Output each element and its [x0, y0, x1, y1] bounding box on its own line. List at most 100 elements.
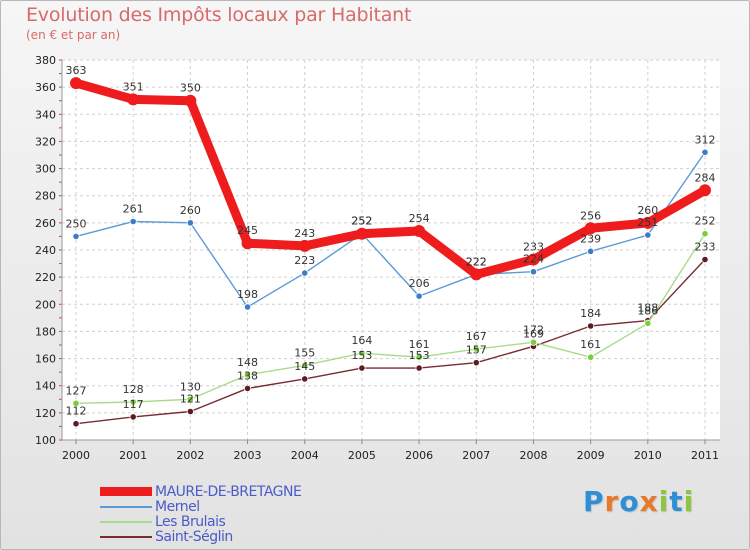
- data-point: [527, 253, 540, 266]
- data-label: 260: [180, 204, 201, 217]
- data-point: [699, 184, 711, 197]
- y-tick-label: 380: [35, 54, 56, 67]
- data-point: [701, 230, 709, 238]
- data-point: [529, 338, 538, 346]
- x-tick-label: 2007: [462, 449, 490, 462]
- data-label: 222: [466, 255, 487, 268]
- data-label: 284: [695, 171, 716, 184]
- data-label: 206: [409, 277, 430, 290]
- data-label: 224: [523, 253, 544, 266]
- y-tick-label: 320: [35, 135, 56, 148]
- legend-swatch-les-brulais: [100, 521, 152, 523]
- series-line-0: [71, 78, 710, 279]
- series-line-3: [75, 258, 706, 425]
- data-label: 363: [66, 64, 87, 77]
- y-tick-label: 160: [35, 353, 56, 366]
- data-point: [529, 268, 538, 276]
- data-point: [184, 94, 197, 107]
- x-tick-label: 2010: [634, 449, 662, 462]
- data-label: 172: [523, 323, 544, 336]
- data-label: 223: [294, 254, 315, 267]
- data-label: 260: [637, 204, 658, 217]
- data-point: [415, 292, 423, 300]
- data-label: 186: [637, 304, 658, 317]
- logo-letter: i: [683, 485, 695, 518]
- data-point: [70, 77, 82, 90]
- x-tick-label: 2011: [691, 449, 719, 462]
- data-point: [358, 349, 366, 357]
- data-point: [301, 269, 309, 277]
- data-label: 138: [237, 369, 258, 382]
- data-label: 251: [637, 216, 658, 229]
- data-label: 254: [409, 212, 430, 225]
- legend-swatch-saint-seglin: [100, 536, 152, 538]
- chart-title: Evolution des Impôts locaux par Habitant: [26, 4, 412, 26]
- y-tick-label: 140: [35, 380, 56, 393]
- data-label: 128: [123, 383, 144, 396]
- logo-letter: o: [619, 485, 640, 518]
- data-label: 239: [580, 232, 601, 245]
- data-label: 245: [237, 224, 258, 237]
- data-point: [129, 413, 137, 421]
- x-tick-label: 2006: [405, 449, 433, 462]
- x-tick-label: 2004: [291, 449, 319, 462]
- x-tick-label: 2003: [234, 449, 262, 462]
- data-point: [701, 255, 709, 264]
- data-label: 261: [123, 203, 144, 216]
- data-point: [186, 395, 194, 403]
- data-label: 153: [351, 349, 372, 362]
- data-point: [129, 398, 137, 406]
- data-label: 130: [180, 380, 201, 393]
- data-label: 117: [123, 398, 144, 411]
- data-point: [243, 303, 252, 311]
- logo-letter: x: [639, 485, 659, 518]
- data-label: 250: [66, 217, 87, 230]
- data-point: [472, 345, 480, 353]
- data-point: [470, 268, 483, 281]
- legend-label-mernel: Mernel: [155, 499, 200, 515]
- logo-letter: t: [669, 485, 684, 518]
- data-point: [472, 359, 480, 367]
- data-label: 243: [294, 227, 315, 240]
- y-tick-label: 240: [35, 244, 56, 257]
- data-label: 153: [409, 349, 430, 362]
- data-label: 252: [695, 215, 716, 228]
- data-label: 155: [294, 346, 315, 359]
- y-tick-label: 180: [35, 325, 56, 338]
- series-line-2: [75, 233, 706, 405]
- x-tick-label: 2008: [519, 449, 547, 462]
- data-label: 148: [237, 356, 258, 369]
- logo-letter: i: [658, 485, 670, 518]
- data-point: [355, 227, 368, 240]
- data-label: 312: [695, 133, 716, 146]
- x-tick-label: 2009: [577, 449, 605, 462]
- data-label: 198: [237, 288, 258, 301]
- y-tick-label: 280: [35, 190, 56, 203]
- data-label: 252: [351, 215, 372, 228]
- data-point: [644, 319, 652, 327]
- data-label: 188: [637, 302, 658, 315]
- data-point: [72, 232, 80, 241]
- x-tick-label: 2001: [119, 449, 147, 462]
- chart-subtitle: (en € et par an): [26, 28, 121, 42]
- data-point: [358, 364, 366, 372]
- legend-label-saint-seglin: Saint-Séglin: [155, 529, 233, 545]
- data-point: [298, 239, 311, 252]
- data-label: 145: [294, 360, 315, 373]
- legend-swatch-mernel: [100, 506, 152, 508]
- data-point: [127, 93, 140, 106]
- data-point: [186, 407, 194, 416]
- data-label: 161: [580, 338, 601, 351]
- data-point: [584, 222, 597, 235]
- legend-swatch-maure-de-bretagne: [100, 487, 152, 496]
- y-tick-label: 220: [35, 271, 56, 284]
- data-point: [72, 399, 80, 407]
- logo-letter: r: [604, 485, 620, 518]
- data-point: [701, 148, 709, 156]
- proxiti-logo: Proxiti: [583, 485, 694, 518]
- data-point: [129, 217, 137, 226]
- data-point: [72, 420, 80, 428]
- data-point: [243, 384, 252, 393]
- legend-label-maure-de-bretagne: MAURE-DE-BRETAGNE: [155, 484, 302, 500]
- data-label: 161: [409, 338, 430, 351]
